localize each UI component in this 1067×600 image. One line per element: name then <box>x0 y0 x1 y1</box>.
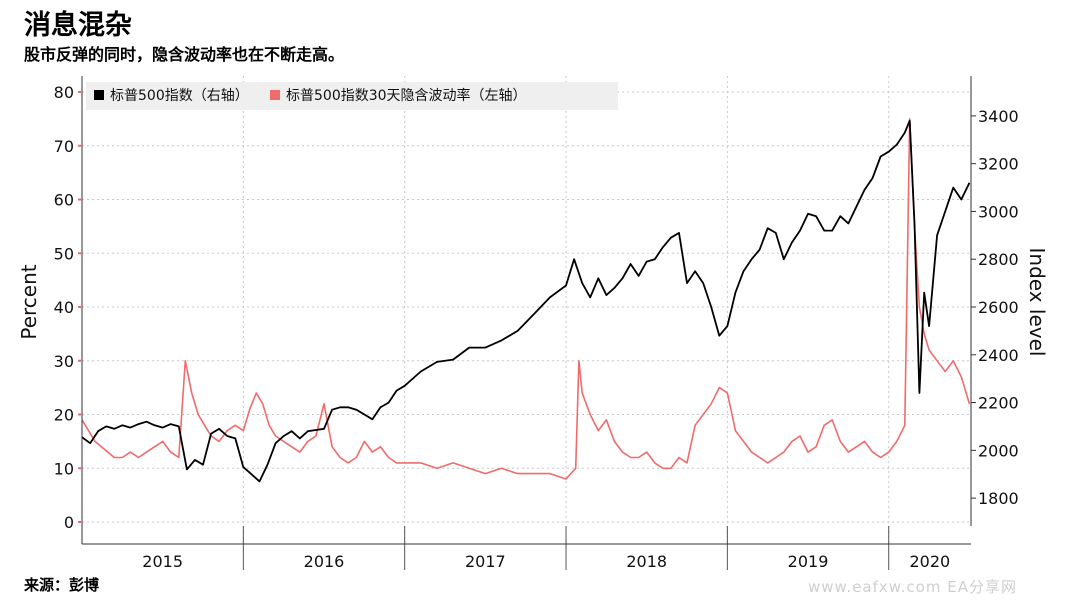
right-tick-label: 1800 <box>978 489 1019 508</box>
left-axis-ticks: 0 10 20 30 40 50 60 70 80 <box>54 83 82 532</box>
left-axis-title: Percent <box>17 264 41 339</box>
right-tick-label: 2400 <box>978 346 1019 365</box>
year-boundaries <box>242 526 890 570</box>
x-tick-label: 2015 <box>142 552 183 571</box>
left-tick-label: 50 <box>54 244 74 263</box>
x-tick-label: 2020 <box>909 552 950 571</box>
x-tick-label: 2016 <box>304 552 345 571</box>
left-tick-label: 0 <box>64 513 74 532</box>
right-tick-label: 2200 <box>978 394 1019 413</box>
left-tick-label: 30 <box>54 352 74 371</box>
right-tick-label: 2800 <box>978 250 1019 269</box>
right-axis-ticks: 1800 2000 2200 2400 2600 2800 3000 3200 3400 <box>971 107 1019 508</box>
left-tick-label: 70 <box>54 137 74 156</box>
left-tick-label: 40 <box>54 298 74 317</box>
page-title: 消息混杂 <box>24 10 132 41</box>
right-axis-title: Index level <box>1025 248 1049 357</box>
left-tick-label: 80 <box>54 83 74 102</box>
source-note: 来源：彭博 <box>24 576 100 594</box>
legend: 标普500指数（右轴） 标普500指数30天隐含波动率（左轴） <box>86 82 618 110</box>
series-layer <box>81 118 971 483</box>
axes <box>81 76 972 545</box>
plot-background <box>82 76 971 544</box>
legend-swatch-spx <box>94 90 104 100</box>
left-tick-label: 20 <box>54 406 74 425</box>
right-tick-label: 3200 <box>978 155 1019 174</box>
x-tick-label: 2019 <box>788 552 829 571</box>
legend-label-vol: 标普500指数30天隐含波动率（左轴） <box>286 87 527 104</box>
left-tick-label: 10 <box>54 459 74 478</box>
x-axis-ticks: 2015 2016 2017 2018 2019 2020 <box>142 552 950 571</box>
right-tick-label: 2600 <box>978 298 1019 317</box>
series-line-spx <box>81 119 971 483</box>
left-tick-label: 60 <box>54 191 74 210</box>
grid <box>82 76 971 544</box>
legend-label-spx: 标普500指数（右轴） <box>110 88 249 104</box>
legend-swatch-vol <box>270 90 280 100</box>
watermark: www.eafxw.com EA分享网 <box>808 578 1017 596</box>
page-subtitle: 股市反弹的同时，隐含波动率也在不断走高。 <box>24 45 345 64</box>
right-tick-label: 2000 <box>978 441 1019 460</box>
x-tick-label: 2017 <box>465 552 506 571</box>
legend-background <box>86 82 618 110</box>
right-tick-label: 3000 <box>978 202 1019 221</box>
x-tick-label: 2018 <box>626 552 667 571</box>
series-line-implied-vol <box>81 118 971 480</box>
right-tick-label: 3400 <box>978 107 1019 126</box>
